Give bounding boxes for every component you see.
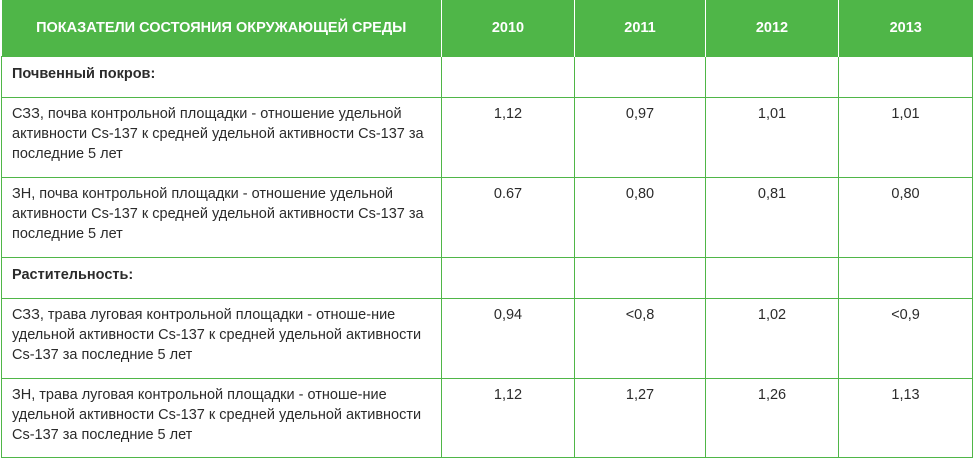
header-year-2010: 2010 xyxy=(441,0,575,57)
table-header: ПОКАЗАТЕЛИ СОСТОЯНИЯ ОКРУЖАЮЩЕЙ СРЕДЫ 20… xyxy=(1,0,973,57)
value-2010: 0,94 xyxy=(441,298,575,379)
row-label: СЗЗ, трава луговая контрольной площадки … xyxy=(1,298,442,379)
empty-cell xyxy=(574,257,706,299)
table-row: ЗН, почва контрольной площадки - отношен… xyxy=(1,177,973,258)
table-row: ЗН, трава луговая контрольной площадки -… xyxy=(1,378,973,458)
empty-cell xyxy=(441,56,575,98)
table-body: Почвенный покров: СЗЗ, почва контрольной… xyxy=(1,56,973,458)
empty-cell xyxy=(838,257,973,299)
header-year-2012: 2012 xyxy=(705,0,839,57)
value-2011: 1,27 xyxy=(574,378,706,458)
value-2011: 0,80 xyxy=(574,177,706,258)
value-2010: 0.67 xyxy=(441,177,575,258)
empty-cell xyxy=(705,56,839,98)
value-2010: 1,12 xyxy=(441,378,575,458)
header-row: ПОКАЗАТЕЛИ СОСТОЯНИЯ ОКРУЖАЮЩЕЙ СРЕДЫ 20… xyxy=(1,0,973,57)
value-2013: 1,13 xyxy=(838,378,973,458)
value-2010: 1,12 xyxy=(441,97,575,178)
value-2012: 1,02 xyxy=(705,298,839,379)
value-2011: 0,97 xyxy=(574,97,706,178)
header-year-2013: 2013 xyxy=(838,0,973,57)
value-2011: <0,8 xyxy=(574,298,706,379)
table-row: СЗЗ, трава луговая контрольной площадки … xyxy=(1,298,973,379)
empty-cell xyxy=(441,257,575,299)
table-row: СЗЗ, почва контрольной площадки - отноше… xyxy=(1,97,973,178)
header-year-2011: 2011 xyxy=(574,0,706,57)
header-indicator: ПОКАЗАТЕЛИ СОСТОЯНИЯ ОКРУЖАЮЩЕЙ СРЕДЫ xyxy=(1,0,442,57)
value-2012: 1,01 xyxy=(705,97,839,178)
value-2012: 1,26 xyxy=(705,378,839,458)
value-2012: 0,81 xyxy=(705,177,839,258)
row-label: СЗЗ, почва контрольной площадки - отноше… xyxy=(1,97,442,178)
empty-cell xyxy=(705,257,839,299)
row-label: ЗН, трава луговая контрольной площадки -… xyxy=(1,378,442,458)
section-row-vegetation: Растительность: xyxy=(1,257,973,299)
empty-cell xyxy=(838,56,973,98)
section-title-soil: Почвенный покров: xyxy=(1,56,442,98)
value-2013: 0,80 xyxy=(838,177,973,258)
value-2013: <0,9 xyxy=(838,298,973,379)
empty-cell xyxy=(574,56,706,98)
section-title-vegetation: Растительность: xyxy=(1,257,442,299)
section-row-soil: Почвенный покров: xyxy=(1,56,973,98)
row-label: ЗН, почва контрольной площадки - отношен… xyxy=(1,177,442,258)
value-2013: 1,01 xyxy=(838,97,973,178)
